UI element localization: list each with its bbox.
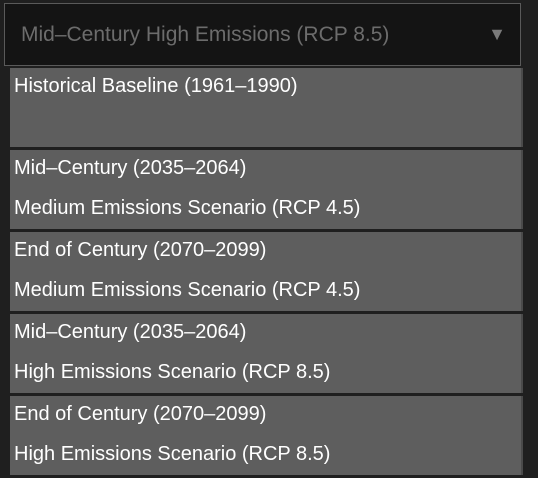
option-sublabel: Medium Emissions Scenario (RCP 4.5) (14, 197, 361, 219)
select-current-value: Mid–Century High Emissions (RCP 8.5) (21, 22, 390, 46)
option-sublabel: High Emissions Scenario (RCP 8.5) (14, 361, 331, 383)
option-mid-century-high[interactable]: Mid–Century (2035–2064) High Emissions S… (10, 314, 523, 393)
scenario-select[interactable]: Mid–Century High Emissions (RCP 8.5) ▼ (4, 3, 521, 66)
chevron-down-icon: ▼ (488, 24, 506, 44)
option-sublabel (14, 106, 521, 146)
option-label: End of Century (2070–2099) (14, 239, 267, 261)
option-end-century-high[interactable]: End of Century (2070–2099) High Emission… (10, 396, 523, 475)
option-mid-century-medium[interactable]: Mid–Century (2035–2064) Medium Emissions… (10, 150, 523, 229)
dropdown-options-list: Historical Baseline (1961–1990) Mid–Cent… (10, 68, 523, 478)
option-sublabel: Medium Emissions Scenario (RCP 4.5) (14, 279, 361, 301)
option-end-century-medium[interactable]: End of Century (2070–2099) Medium Emissi… (10, 232, 523, 311)
option-label: End of Century (2070–2099) (14, 403, 267, 425)
option-label: Mid–Century (2035–2064) (14, 157, 247, 179)
option-label: Historical Baseline (1961–1990) (14, 75, 298, 97)
option-historical-baseline[interactable]: Historical Baseline (1961–1990) (10, 68, 523, 147)
option-sublabel: High Emissions Scenario (RCP 8.5) (14, 443, 331, 465)
option-label: Mid–Century (2035–2064) (14, 321, 247, 343)
